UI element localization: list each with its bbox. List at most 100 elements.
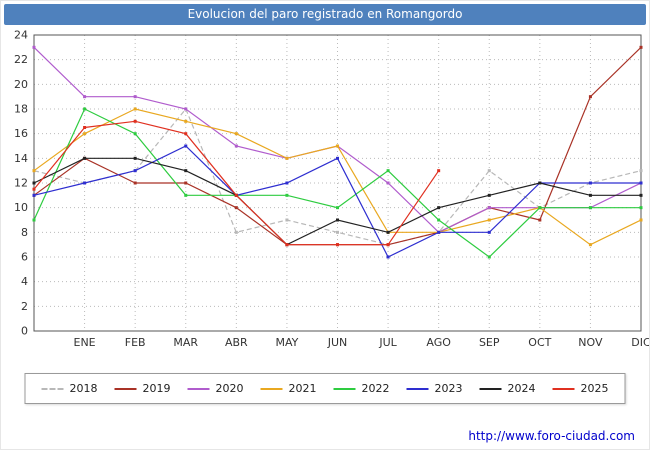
data-point-marker (32, 181, 36, 185)
data-point-marker (133, 169, 137, 173)
x-axis-tick-label: MAR (173, 336, 198, 349)
y-axis-tick-label: 14 (14, 152, 28, 165)
data-point-marker (336, 206, 339, 210)
y-axis-tick-label: 18 (14, 103, 28, 116)
legend-label: 2024 (507, 382, 536, 395)
x-axis-tick-label: ENE (74, 336, 96, 349)
legend-label: 2018 (69, 382, 98, 395)
data-point-marker (386, 230, 390, 234)
data-point-marker (32, 187, 36, 191)
data-point-marker (184, 169, 188, 173)
data-point-marker (133, 119, 137, 123)
data-point-marker (184, 181, 188, 185)
data-point-marker (588, 95, 592, 99)
chart-title-bar: Evolucion del paro registrado en Romango… (4, 4, 646, 25)
data-point-marker (83, 126, 87, 129)
data-point-marker (234, 206, 238, 210)
chart-area: 0 2 4 6 8 10 12 14 16 18 20 22 24 ENE FEB MAR ABR MAY JUN J… (1, 27, 650, 357)
data-point-marker (184, 119, 188, 123)
data-point-marker (437, 169, 441, 173)
x-axis-tick-label: FEB (125, 336, 146, 349)
y-axis-tick-label: 8 (21, 226, 28, 239)
data-point-marker (487, 218, 491, 222)
data-point-marker (538, 206, 542, 210)
data-point-marker (133, 95, 137, 99)
data-point-marker (487, 169, 491, 173)
legend-item-2022: 2022 (333, 382, 390, 395)
data-point-marker (639, 193, 643, 197)
legend-line-swatch (114, 387, 137, 390)
x-axis-tick-label: NOV (578, 336, 603, 349)
data-point-marker (639, 218, 643, 222)
data-point-marker (234, 193, 238, 197)
footer-url-link[interactable]: http://www.foro-ciudad.com (468, 429, 635, 443)
data-point-marker (184, 132, 188, 136)
data-point-marker (234, 230, 238, 234)
data-point-marker (437, 218, 441, 222)
data-point-marker (336, 243, 339, 247)
data-point-marker (285, 218, 289, 222)
x-axis-tick-label: SEP (479, 336, 500, 349)
y-axis-tick-label: 4 (21, 275, 28, 288)
y-axis-tick-label: 0 (21, 325, 28, 338)
x-axis-tick-label: JUN (327, 336, 348, 349)
legend-item-2025: 2025 (552, 382, 609, 395)
legend-label: 2021 (288, 382, 317, 395)
data-point-marker (639, 45, 643, 49)
x-axis-tick-label: MAY (275, 336, 298, 349)
chart-legend: 2018 2019 2020 2021 2022 2023 2024 2025 (24, 373, 626, 404)
legend-line-swatch (260, 387, 283, 390)
data-point-marker (133, 181, 137, 185)
data-point-marker (487, 206, 491, 210)
data-point-marker (588, 181, 592, 185)
data-point-marker (487, 193, 491, 197)
data-point-marker (285, 156, 289, 160)
legend-line-swatch (479, 387, 502, 390)
x-axis-tick-label: JUL (378, 336, 397, 349)
data-point-marker (336, 144, 339, 148)
legend-item-2018: 2018 (41, 382, 98, 395)
data-point-marker (133, 156, 137, 160)
data-point-marker (184, 193, 188, 197)
data-point-marker (538, 181, 542, 185)
data-point-marker (336, 218, 339, 222)
legend-line-swatch (552, 387, 575, 390)
data-point-marker (487, 230, 491, 234)
y-axis-tick-label: 10 (14, 201, 28, 214)
legend-item-2019: 2019 (114, 382, 171, 395)
data-point-marker (83, 156, 87, 160)
data-point-marker (32, 218, 36, 222)
legend-label: 2019 (142, 382, 171, 395)
data-point-marker (133, 132, 137, 136)
legend-line-swatch (333, 387, 356, 390)
data-point-marker (538, 218, 542, 222)
data-point-marker (285, 243, 289, 247)
data-point-marker (437, 206, 441, 210)
x-axis-tick-label: DIC (631, 336, 650, 349)
x-axis-tick-label: ABR (225, 336, 248, 349)
y-axis-tick-label: 22 (14, 53, 28, 66)
legend-item-2023: 2023 (406, 382, 463, 395)
data-point-marker (639, 181, 643, 185)
data-point-marker (588, 206, 592, 210)
data-point-marker (639, 206, 643, 210)
page-title: Evolucion del paro registrado en Romango… (187, 7, 463, 21)
data-point-marker (32, 45, 36, 49)
data-point-marker (336, 230, 339, 234)
legend-label: 2023 (434, 382, 463, 395)
data-point-marker (487, 255, 491, 259)
data-point-marker (588, 243, 592, 247)
data-point-marker (184, 107, 188, 111)
data-point-marker (32, 193, 36, 197)
series-line-2023 (33, 145, 641, 258)
data-point-marker (234, 132, 238, 136)
data-point-marker (336, 156, 339, 160)
legend-line-swatch (41, 387, 64, 390)
data-point-marker (83, 132, 87, 136)
y-axis-tick-label: 6 (21, 251, 28, 264)
y-axis-tick-label: 16 (14, 127, 28, 140)
x-axis-tick-label: OCT (528, 336, 551, 349)
data-point-marker (83, 95, 87, 99)
